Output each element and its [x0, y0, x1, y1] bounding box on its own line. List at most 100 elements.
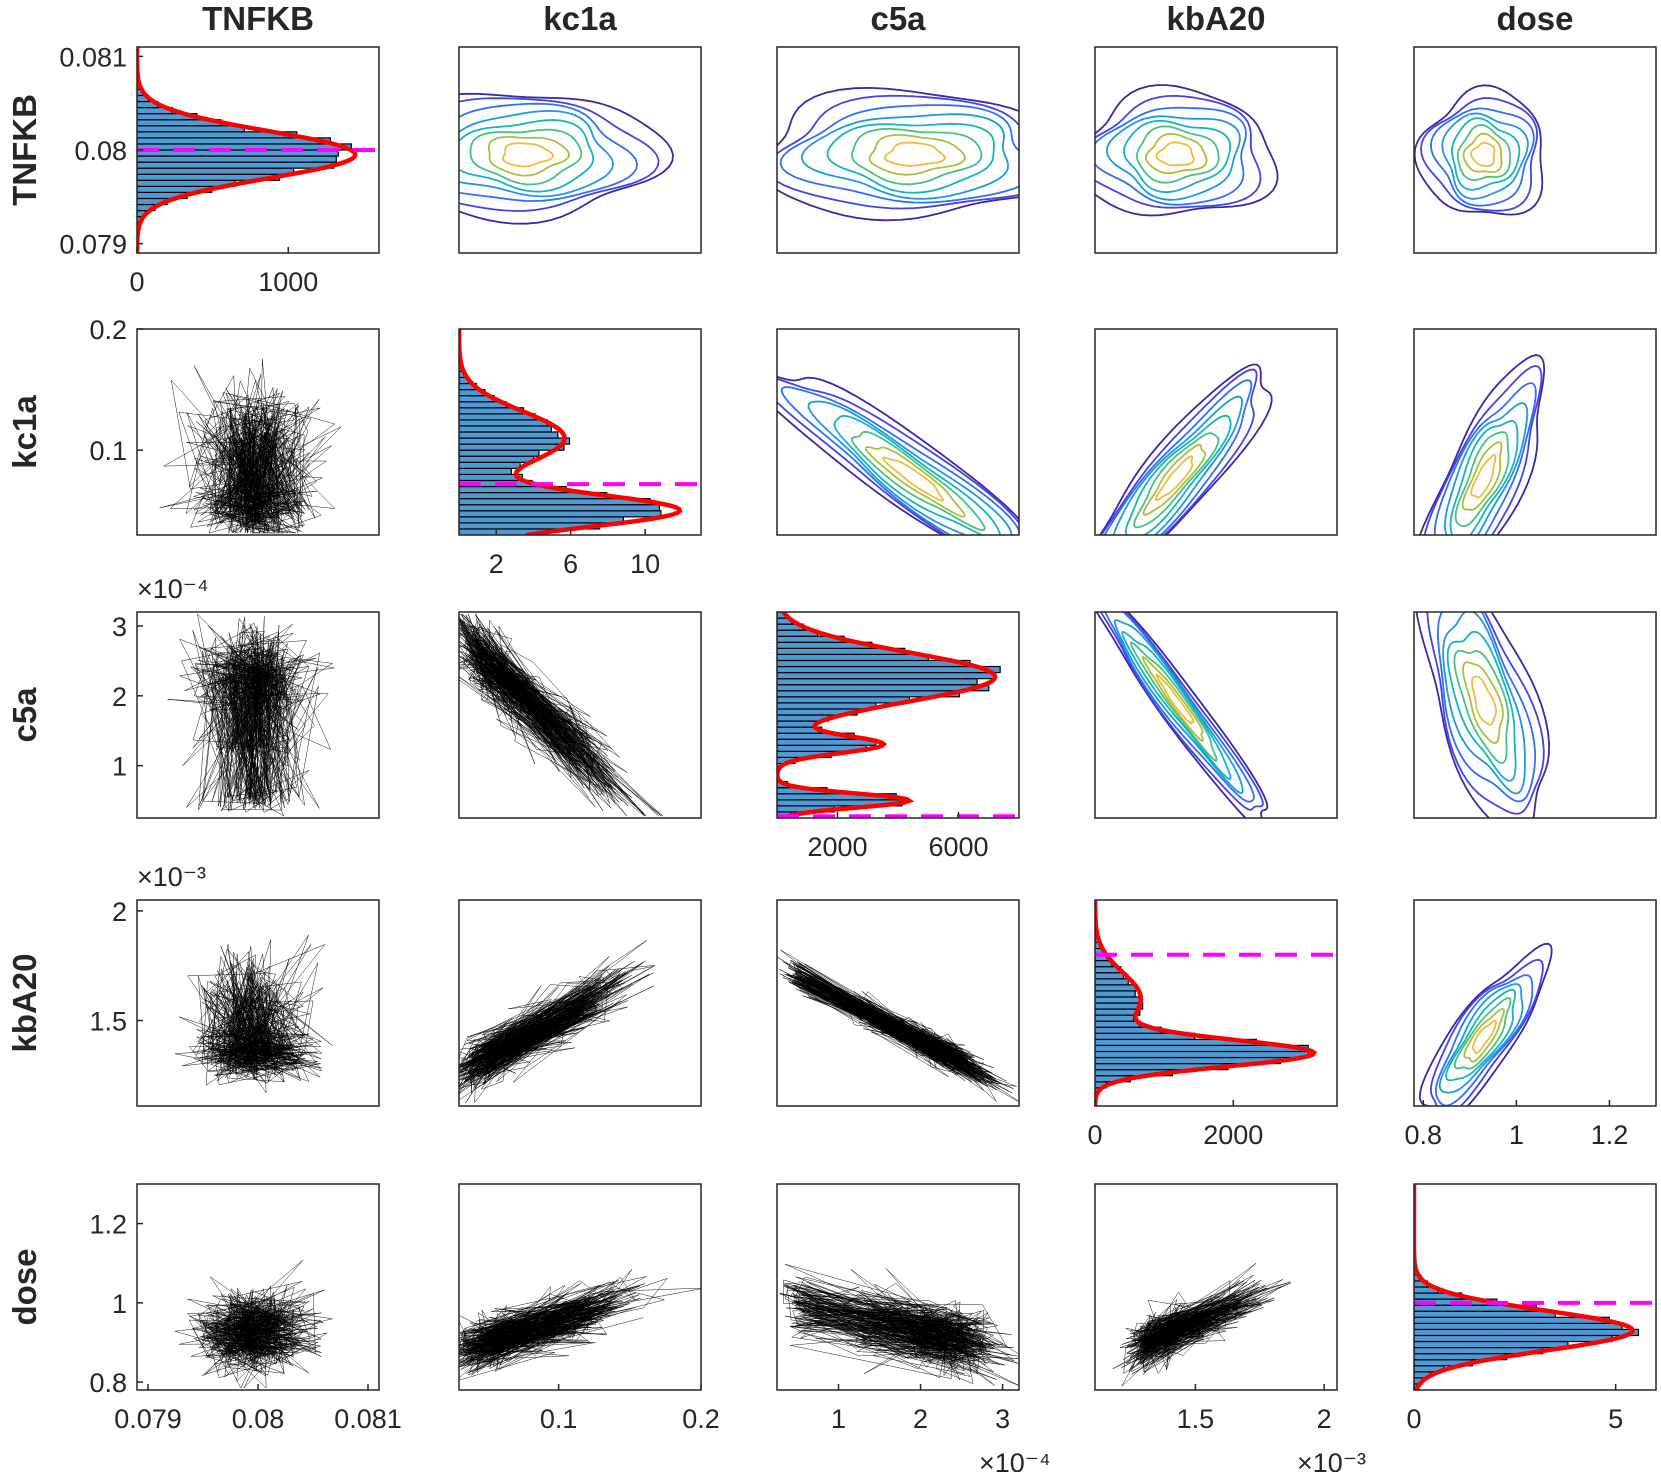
- density-contour: [1103, 379, 1253, 535]
- y-tick-label: 1.5: [89, 1007, 127, 1037]
- chain-trace: [777, 949, 1019, 1103]
- histogram-bar: [459, 437, 571, 445]
- density-contour: [779, 104, 1019, 204]
- histogram-bar: [459, 461, 521, 469]
- histogram-bar: [1414, 1322, 1623, 1331]
- density-contour: [1141, 655, 1204, 742]
- x-tick-label: 2: [489, 549, 504, 579]
- density-contour: [1100, 368, 1258, 535]
- panel-dose-tnfkb: [136, 1183, 380, 1391]
- density-contour: [1446, 630, 1517, 782]
- density-contour: [864, 446, 966, 518]
- density-contour: [1414, 84, 1544, 216]
- axes-box: [458, 1183, 702, 1391]
- axes-box: [136, 611, 380, 819]
- panel-kba20-tnfkb: [136, 899, 380, 1107]
- density-contour: [1456, 124, 1511, 182]
- histogram-bar: [137, 167, 295, 175]
- density-contour: [1420, 97, 1539, 212]
- density-contour: [807, 400, 1013, 535]
- row-label-tnfkb: TNFKB: [6, 94, 43, 206]
- density-contour: [1129, 641, 1218, 762]
- density-contour: [833, 414, 1002, 535]
- histogram-bar: [137, 161, 335, 169]
- density-contour: [1450, 117, 1521, 191]
- panel-kba20-kba20: [1094, 899, 1338, 1107]
- histogram-bar: [459, 473, 523, 482]
- x-tick-label: 0.1: [540, 1404, 578, 1434]
- density-contour: [1442, 612, 1526, 795]
- panel-c5a-dose: [1413, 611, 1657, 819]
- x-exponent-label: ×10⁻³: [1297, 1448, 1366, 1472]
- y-tick-label: 0.079: [59, 230, 127, 260]
- chain-trace: [174, 934, 333, 1094]
- panel-kba20-c5a: [776, 899, 1020, 1107]
- histogram-bar: [459, 504, 660, 512]
- x-tick-label: 1.5: [1177, 1404, 1215, 1434]
- panel-kc1a-tnfkb: [136, 328, 380, 536]
- axes-box: [776, 46, 1020, 254]
- density-contour: [1142, 444, 1207, 516]
- density-contour: [1415, 612, 1551, 818]
- axes-box: [776, 328, 1020, 536]
- density-contour: [1453, 997, 1512, 1070]
- density-contour: [1470, 454, 1497, 499]
- column-title-c5a: c5a: [870, 0, 926, 37]
- y-tick-label: 0.081: [59, 42, 127, 72]
- density-contour: [1449, 419, 1519, 535]
- histogram-bar: [1095, 1002, 1144, 1010]
- panel-tnfkb-dose: [1413, 46, 1657, 254]
- density-contour: [1121, 630, 1232, 780]
- histogram-bar: [1414, 1310, 1556, 1318]
- axes-box: [458, 328, 702, 536]
- density-contour: [777, 375, 1019, 535]
- x-exponent-label: ×10⁻⁴: [979, 1448, 1051, 1472]
- density-contour: [826, 122, 995, 194]
- histogram-bar: [1414, 1316, 1610, 1324]
- axes-box: [776, 1183, 1020, 1391]
- histogram-bar: [459, 431, 559, 439]
- density-contour: [459, 109, 614, 198]
- panel-kba20-dose: [1413, 899, 1657, 1107]
- density-contour: [1462, 132, 1503, 173]
- histogram-bar: [459, 419, 548, 427]
- density-curve: [459, 329, 683, 535]
- chain-trace: [167, 613, 335, 817]
- histogram-bar: [459, 449, 540, 457]
- x-tick-label: 2: [913, 1404, 928, 1434]
- density-curve: [137, 47, 358, 253]
- axes-box: [1413, 1183, 1657, 1391]
- y-tick-label: 2: [112, 897, 127, 927]
- column-title-tnfkb: TNFKB: [202, 0, 314, 37]
- density-contour: [1435, 974, 1534, 1106]
- panel-dose-kc1a: [458, 1183, 702, 1391]
- density-contour: [469, 128, 583, 186]
- x-tick-label: 0.081: [334, 1404, 402, 1434]
- density-contour: [1095, 106, 1247, 206]
- histogram-bar: [137, 149, 339, 157]
- chain-trace: [174, 1259, 333, 1389]
- panel-kc1a-kba20: [1094, 328, 1338, 536]
- density-contour: [777, 94, 1019, 210]
- histogram-bar: [137, 125, 245, 133]
- density-contour: [1155, 141, 1195, 167]
- x-tick-label: 1.2: [1591, 1120, 1629, 1150]
- panel-c5a-tnfkb: [136, 611, 380, 819]
- density-contour: [851, 128, 983, 186]
- y-exponent-label: ×10⁻⁴: [137, 574, 209, 604]
- y-tick-label: 0.1: [89, 436, 127, 466]
- axes-box: [1094, 611, 1338, 819]
- density-contour: [1453, 649, 1510, 764]
- density-contour: [1095, 84, 1279, 217]
- histogram-bar: [1095, 1020, 1141, 1028]
- density-contour: [1461, 441, 1503, 511]
- histogram-bar: [1414, 1334, 1613, 1343]
- chain-trace: [459, 1269, 701, 1381]
- density-contour: [1443, 402, 1529, 535]
- density-contour: [1133, 432, 1220, 529]
- axes-box: [1413, 611, 1657, 819]
- density-contour: [1104, 612, 1255, 803]
- panel-dose-kba20: [1094, 1183, 1338, 1391]
- density-contour: [1433, 382, 1537, 535]
